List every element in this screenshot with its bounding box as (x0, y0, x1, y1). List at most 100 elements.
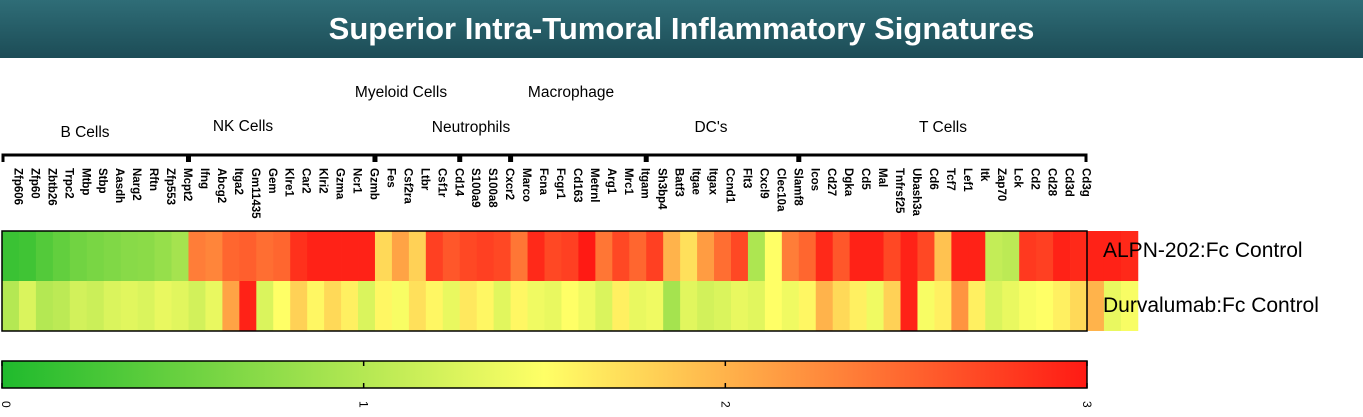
heatmap-cell (561, 231, 579, 281)
heatmap-cell (985, 231, 1003, 281)
heatmap-cell (307, 231, 325, 281)
heatmap-cell (832, 231, 851, 281)
heatmap-cell (934, 281, 952, 331)
heatmap-cell (934, 231, 952, 281)
heatmap-cell (866, 281, 884, 331)
gene-label: Itgae (690, 168, 702, 195)
heatmap-cell (205, 231, 223, 281)
heatmap-cell (103, 231, 122, 281)
group-labels: B Cells NK Cells Myeloid Cells Neutrophils M… (60, 84, 967, 141)
heatmap-cell (86, 281, 105, 331)
heatmap-cell (798, 231, 817, 281)
title-banner: Superior Intra-Tumoral Inflammatory Sign… (0, 0, 1363, 58)
group-bracket (187, 153, 376, 162)
heatmap-cell (358, 231, 376, 281)
heatmap-cell (290, 231, 308, 281)
group-label: T Cells (919, 119, 967, 136)
group-bracket (1, 153, 189, 162)
heatmap-cell (1002, 231, 1020, 281)
group-brackets (1, 153, 1088, 162)
gene-label: Icos (808, 168, 820, 191)
heatmap-cell (154, 281, 172, 331)
heatmap-cell (578, 231, 596, 281)
gene-label: Car2 (300, 168, 312, 194)
heatmap-cell (646, 231, 664, 281)
heatmap-cell (595, 281, 613, 331)
heatmap-cell (1087, 231, 1105, 281)
heatmap-cell (476, 281, 495, 331)
heatmap-cell (35, 281, 54, 331)
gene-label: Ltbr (418, 168, 430, 191)
heatmap-cell (188, 231, 206, 281)
heatmap-cell (527, 281, 545, 331)
heatmap-cell (714, 281, 732, 331)
heatmap-cell (747, 281, 766, 331)
heatmap-cell (137, 231, 155, 281)
heatmap-cell (985, 281, 1003, 331)
heatmap-cell (374, 231, 393, 281)
heatmap-cell (408, 231, 427, 281)
heatmap-cell (1103, 281, 1122, 331)
heatmap-cell (764, 281, 783, 331)
gene-label: Mrc1 (622, 168, 634, 195)
gene-label: Cd5 (859, 168, 871, 190)
heatmap-cell (493, 231, 511, 281)
gene-label: Sh3bp4 (656, 168, 668, 210)
heatmap-cell (697, 231, 715, 281)
gene-label: Flt3 (740, 168, 752, 188)
heatmap-cell (900, 281, 918, 331)
gene-label: Klri2 (317, 168, 329, 194)
heatmap-cell (832, 281, 851, 331)
gene-label: Slamf8 (791, 168, 803, 206)
gene-label: Gem (266, 168, 278, 194)
heatmap-cell (137, 281, 155, 331)
heatmap-cell (883, 231, 901, 281)
gene-label: Lck (1012, 168, 1024, 188)
heatmap-cell (815, 281, 834, 331)
heatmap-cell (324, 231, 342, 281)
gene-label: Zfp553 (164, 168, 176, 205)
heatmap-cell (1120, 231, 1139, 281)
row-label: ALPN-202:Fc Control (1103, 239, 1303, 262)
heatmap-cell (527, 231, 545, 281)
heatmap-cell (290, 281, 308, 331)
heatmap-cell (18, 231, 37, 281)
gene-label: Tnfrsf25 (893, 168, 905, 214)
heatmap-cell (815, 231, 834, 281)
heatmap-cell (730, 231, 749, 281)
heatmap-cell (612, 281, 630, 331)
heatmap-cell (442, 281, 461, 331)
gene-label: Cd3g (1080, 168, 1092, 197)
gene-labels: Zfp606 Zfp60 Zbtb26 Trpc2 Mtbp Stbp Aasdh Narg2… (11, 168, 1091, 219)
heatmap-cell (256, 281, 274, 331)
colorbar-tick-label: 3 (1080, 401, 1094, 408)
gene-label: Fcgr1 (554, 168, 566, 200)
heatmap-cell (883, 281, 901, 331)
gene-label: Zbtb26 (45, 168, 57, 206)
heatmap-cell (1053, 281, 1071, 331)
heatmap-cell (35, 231, 54, 281)
gene-label: Marco (520, 168, 532, 202)
group-bracket (798, 153, 1088, 162)
gene-label: Csf1r (435, 168, 447, 198)
heatmap-cell (222, 281, 240, 331)
gene-label: Trpc2 (62, 168, 74, 199)
gene-label: Cd27 (825, 168, 837, 196)
heatmap-cell (764, 231, 783, 281)
gene-label: Arg1 (605, 168, 617, 195)
heatmap-cell (578, 281, 596, 331)
gene-label: Mtbp (79, 168, 91, 195)
gene-label: Ccnd1 (724, 168, 736, 204)
heatmap-cell (714, 231, 732, 281)
heatmap-cell (747, 231, 766, 281)
heatmap-cell (459, 231, 478, 281)
gene-label: Cd14 (452, 168, 464, 197)
gene-label: Lef1 (961, 168, 973, 192)
heatmap-cell (1070, 281, 1088, 331)
gene-label: Stbp (96, 168, 108, 194)
heatmap-cell (239, 281, 257, 331)
heatmap-cell (798, 281, 817, 331)
heatmap-cell (18, 281, 37, 331)
heatmap-cell (849, 281, 868, 331)
heatmap-cell (239, 231, 257, 281)
